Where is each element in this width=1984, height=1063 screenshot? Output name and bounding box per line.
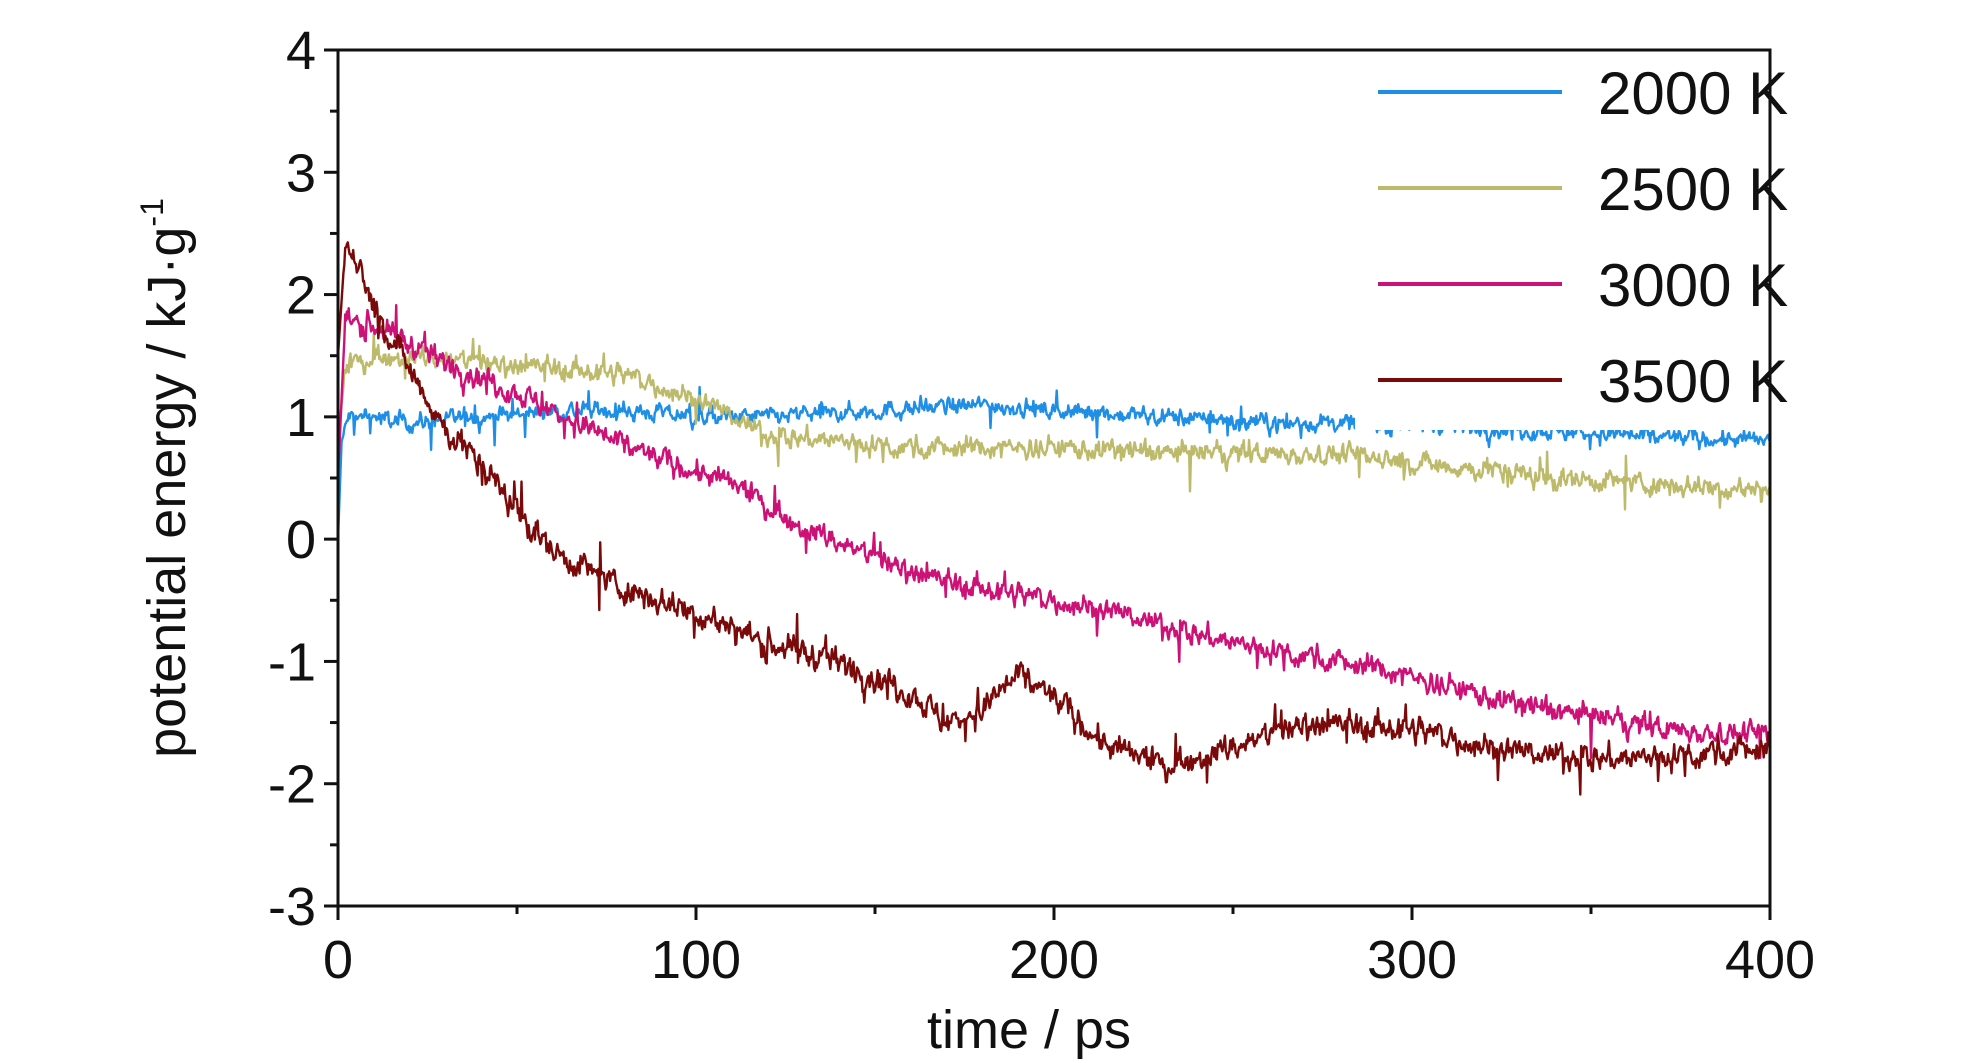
- legend-label: 3500 K: [1598, 348, 1788, 415]
- y-tick-label: 4: [286, 21, 316, 81]
- y-tick-label: 0: [286, 510, 316, 570]
- y-tick-label: 3: [286, 143, 316, 203]
- legend-label: 2500 K: [1598, 156, 1788, 223]
- legend-background: [1355, 58, 1767, 430]
- x-axis-title: time / ps: [927, 1000, 1131, 1060]
- y-axis-title-main: potential energy / kJ·g: [137, 227, 197, 758]
- series-line: [338, 332, 1770, 511]
- legend-label: 2000 K: [1598, 60, 1788, 127]
- x-tick-label: 200: [1009, 930, 1099, 990]
- x-tick-label: 0: [323, 930, 353, 990]
- y-tick-label: -1: [268, 632, 316, 692]
- y-tick-label: -2: [268, 755, 316, 815]
- axes: -3 -2 -1 0 1 2 3 4 0 100 200 300 400: [268, 21, 1815, 990]
- y-tick-label: -3: [268, 877, 316, 937]
- series-layer: [338, 241, 1770, 796]
- series-line: [338, 304, 1770, 760]
- y-tick-label: 1: [286, 388, 316, 448]
- y-axis-title-superscript: -1: [134, 198, 170, 226]
- y-axis-title: potential energy / kJ·g-1: [134, 198, 197, 758]
- legend: 2000 K 2500 K 3000 K 3500 K: [1355, 58, 1788, 430]
- series-line: [338, 241, 1770, 796]
- x-tick-label: 100: [651, 930, 741, 990]
- legend-label: 3000 K: [1598, 252, 1788, 319]
- y-tick-label: 2: [286, 266, 316, 326]
- x-tick-label: 300: [1367, 930, 1457, 990]
- x-tick-label: 400: [1725, 930, 1815, 990]
